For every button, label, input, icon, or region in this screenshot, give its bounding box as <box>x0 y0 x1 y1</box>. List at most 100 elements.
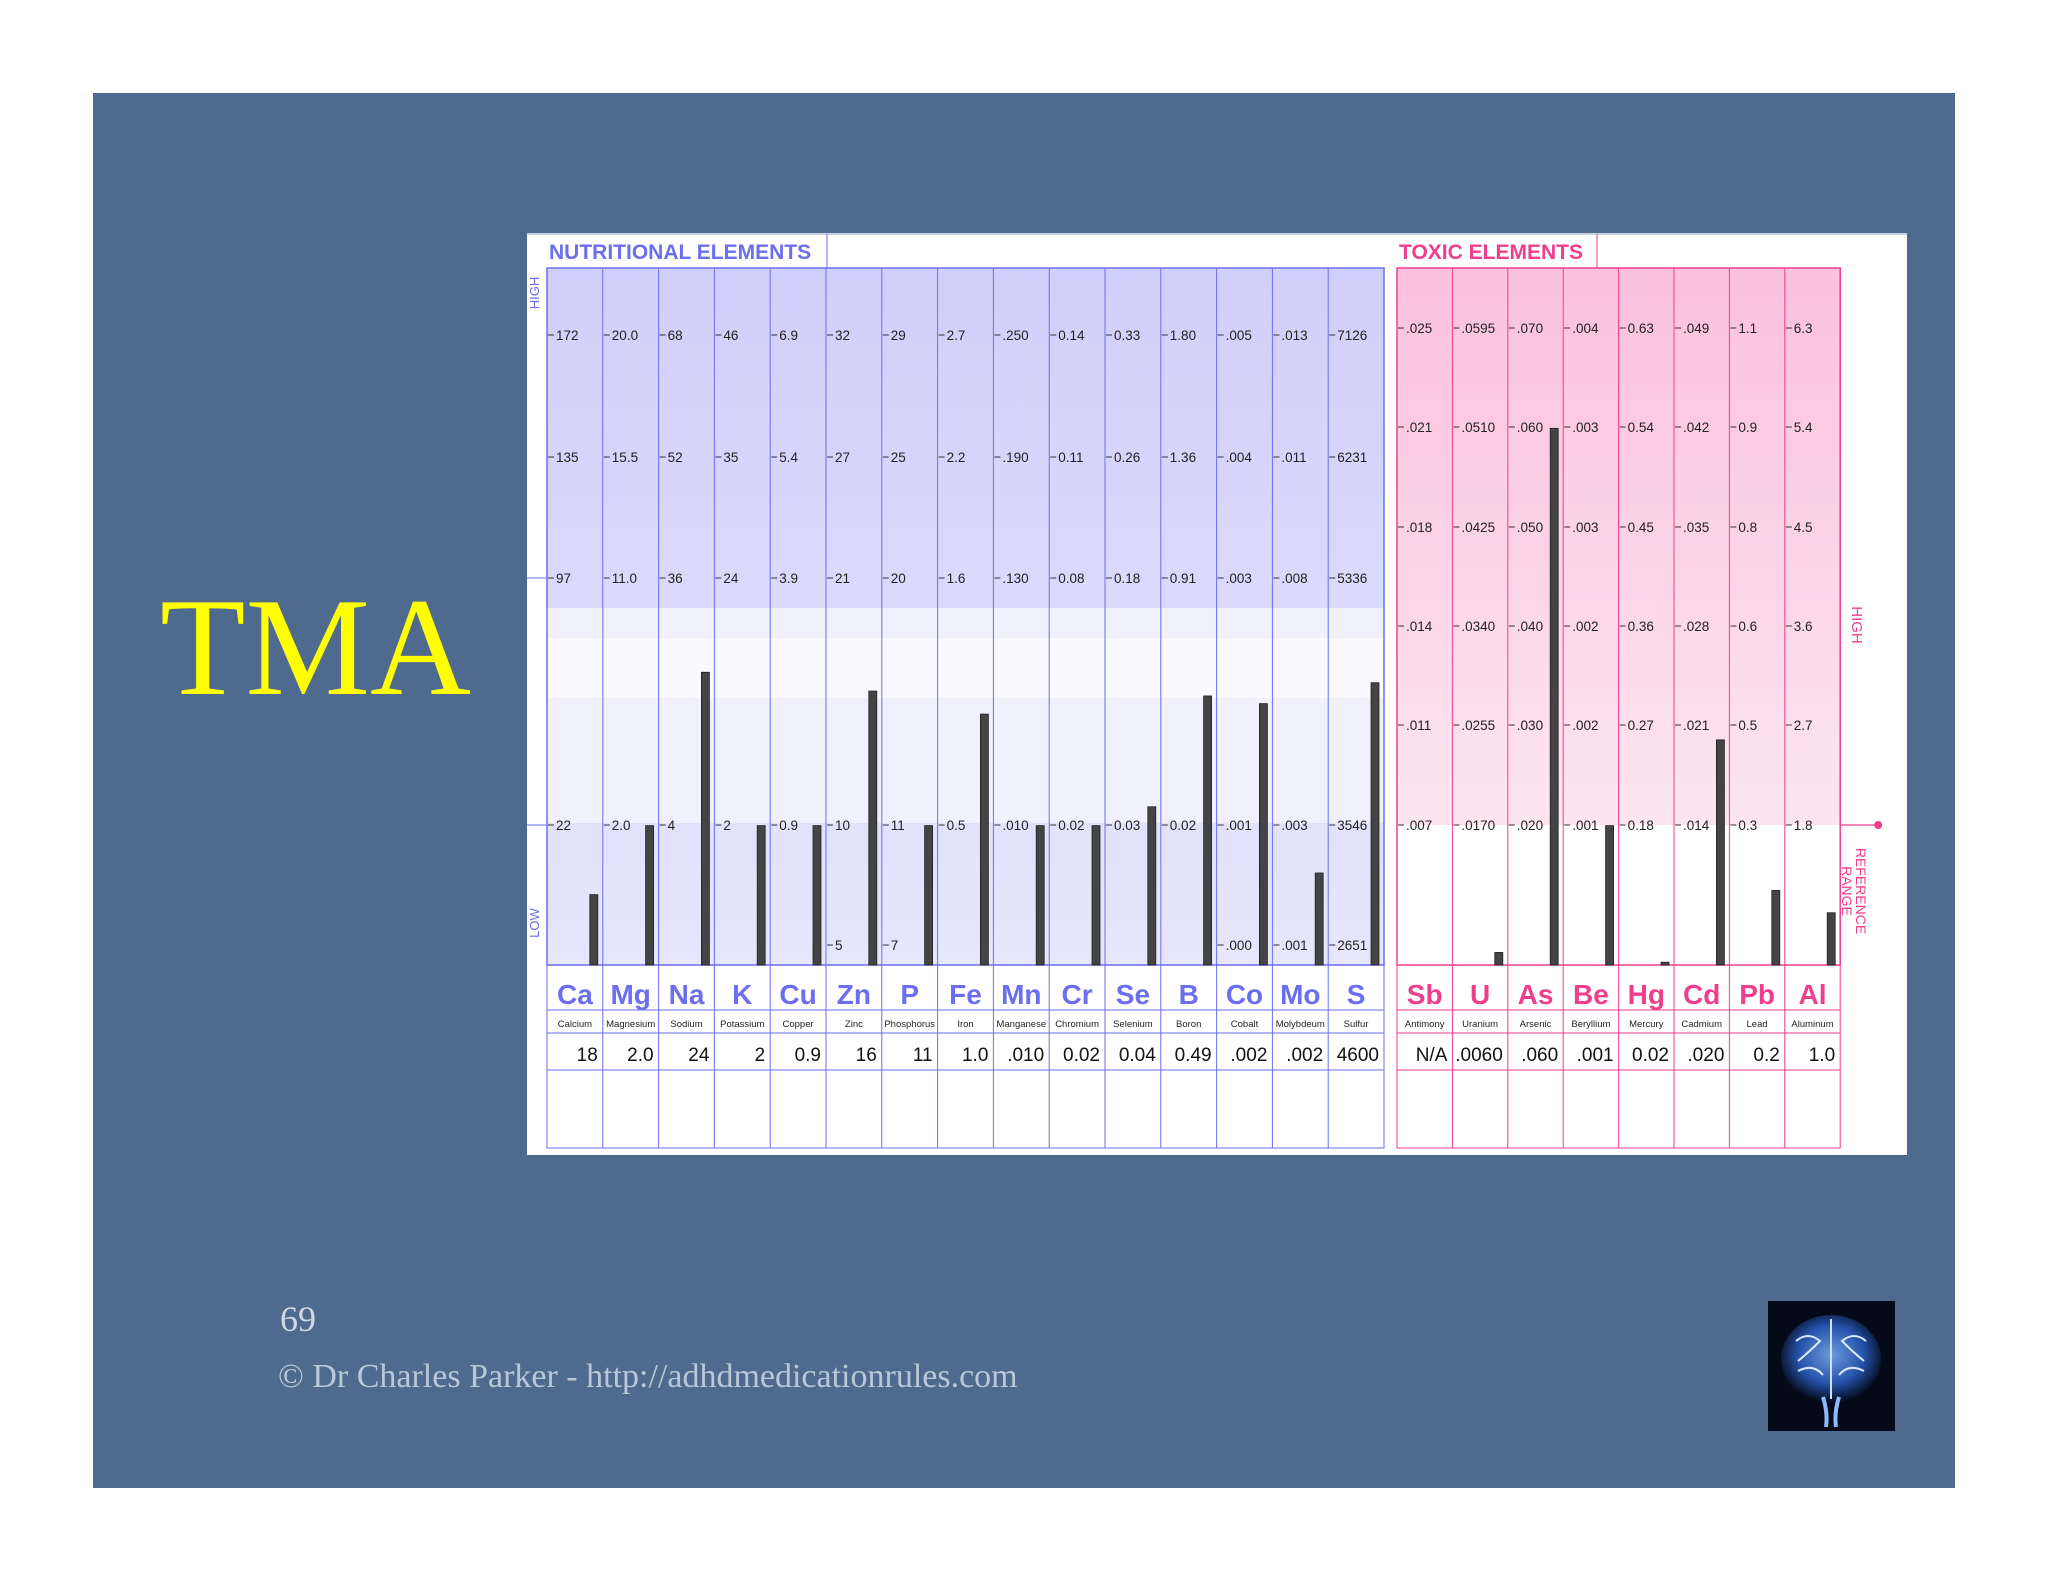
tick-label: 25 <box>891 450 906 465</box>
element-result: .020 <box>1687 1045 1724 1066</box>
bar-co <box>1259 703 1268 966</box>
tick-label: 1.6 <box>947 571 966 586</box>
element-symbol: Ca <box>557 979 593 1010</box>
tick-label: 29 <box>891 328 906 343</box>
bar-al <box>1826 912 1836 966</box>
element-symbol: Mn <box>1001 979 1041 1010</box>
element-name: Uranium <box>1462 1019 1498 1030</box>
bar-be <box>1605 825 1614 966</box>
tick-label: 0.5 <box>1738 718 1757 733</box>
tick-label: 0.02 <box>1170 818 1196 833</box>
tick-label: 2.7 <box>947 328 966 343</box>
side-label-low: LOW <box>527 907 542 937</box>
tick-label: .013 <box>1281 328 1307 343</box>
brain-icon <box>1768 1301 1895 1431</box>
bar-cu <box>812 825 822 966</box>
element-name: Manganese <box>996 1019 1046 1030</box>
tick-label: 4.5 <box>1794 520 1813 535</box>
tick-label: .018 <box>1406 520 1432 535</box>
tick-label: 0.08 <box>1058 571 1084 586</box>
tick-label: 7 <box>891 938 899 953</box>
tick-label: .021 <box>1406 420 1432 435</box>
bar-fe <box>979 713 989 966</box>
tick-label: .000 <box>1226 938 1252 953</box>
element-result: .001 <box>1577 1045 1614 1066</box>
element-result: 0.04 <box>1119 1045 1156 1066</box>
element-name: Zinc <box>845 1019 863 1030</box>
element-symbol: Sb <box>1407 979 1443 1010</box>
element-name: Iron <box>957 1019 973 1030</box>
bar-cr <box>1091 825 1101 966</box>
tick-label: 22 <box>556 818 571 833</box>
tick-label: 0.36 <box>1628 619 1654 634</box>
tick-label: 0.02 <box>1058 818 1084 833</box>
tick-label: .003 <box>1572 420 1598 435</box>
tick-label: .0340 <box>1461 619 1495 634</box>
tma-chart-svg: 172135972220.015.511.02.0685236446352426… <box>527 233 1907 1149</box>
nutritional-title: NUTRITIONAL ELEMENTS <box>549 241 811 264</box>
tick-label: 46 <box>723 328 738 343</box>
tick-label: 4 <box>668 818 676 833</box>
element-symbol: S <box>1347 979 1366 1010</box>
element-result: .0060 <box>1455 1045 1503 1066</box>
tick-label: 36 <box>668 571 683 586</box>
reference-range-label: REFERENCE <box>1853 848 1869 934</box>
element-name: Mercury <box>1629 1019 1664 1030</box>
tick-label: 0.27 <box>1628 718 1654 733</box>
element-symbol: Al <box>1799 979 1827 1010</box>
tick-label: .060 <box>1517 420 1543 435</box>
tick-label: .0255 <box>1461 718 1495 733</box>
tick-label: 6.9 <box>779 328 798 343</box>
nutritional-frame <box>546 267 1385 966</box>
element-name: Arsenic <box>1520 1019 1552 1030</box>
tick-label: .030 <box>1517 718 1543 733</box>
tick-label: .004 <box>1226 450 1253 465</box>
tick-label: 2 <box>723 818 731 833</box>
element-name: Boron <box>1176 1019 1201 1030</box>
element-name: Magnesium <box>606 1019 655 1030</box>
tick-label: .011 <box>1281 450 1306 465</box>
tick-label: 0.91 <box>1170 571 1196 586</box>
tick-label: .0170 <box>1461 818 1495 833</box>
tick-label: 0.11 <box>1058 450 1083 465</box>
tick-label: 1.36 <box>1170 450 1196 465</box>
tick-label: .001 <box>1572 818 1598 833</box>
tick-label: 3.6 <box>1794 619 1813 634</box>
tick-label: .0425 <box>1461 520 1495 535</box>
element-result: 0.2 <box>1753 1045 1779 1066</box>
tick-label: .040 <box>1517 619 1543 634</box>
element-name: Copper <box>783 1019 814 1030</box>
element-result: 0.49 <box>1175 1045 1212 1066</box>
element-result: .010 <box>1007 1045 1044 1066</box>
tick-label: 0.63 <box>1628 321 1654 336</box>
tick-label: 3546 <box>1337 818 1367 833</box>
element-name: Potassium <box>720 1019 764 1030</box>
element-result: N/A <box>1416 1045 1448 1066</box>
element-result: 16 <box>856 1045 877 1066</box>
tick-label: .014 <box>1406 619 1433 634</box>
element-name: Lead <box>1747 1019 1768 1030</box>
tick-label: 0.9 <box>1738 420 1757 435</box>
element-result: 1.0 <box>1809 1045 1835 1066</box>
tick-label: .002 <box>1572 619 1598 634</box>
tick-label: .0510 <box>1461 420 1495 435</box>
nutritional-table <box>546 964 1385 1149</box>
element-result: 24 <box>688 1045 710 1066</box>
tick-label: .011 <box>1406 718 1431 733</box>
bar-p <box>924 825 934 966</box>
element-name: Antimony <box>1405 1019 1445 1030</box>
tick-label: .003 <box>1572 520 1598 535</box>
element-name: Cobalt <box>1231 1019 1259 1030</box>
element-symbol: Zn <box>837 979 871 1010</box>
tick-label: 97 <box>556 571 571 586</box>
element-name: Beryllium <box>1571 1019 1610 1030</box>
reference-dot <box>1874 821 1883 829</box>
element-result: 2 <box>755 1045 766 1066</box>
tick-label: 24 <box>723 571 739 586</box>
bar-se <box>1147 806 1157 966</box>
element-result: .060 <box>1521 1045 1558 1066</box>
element-symbol: K <box>732 979 752 1010</box>
tick-label: 20 <box>891 571 906 586</box>
tick-label: 0.3 <box>1738 818 1757 833</box>
tick-label: 27 <box>835 450 850 465</box>
